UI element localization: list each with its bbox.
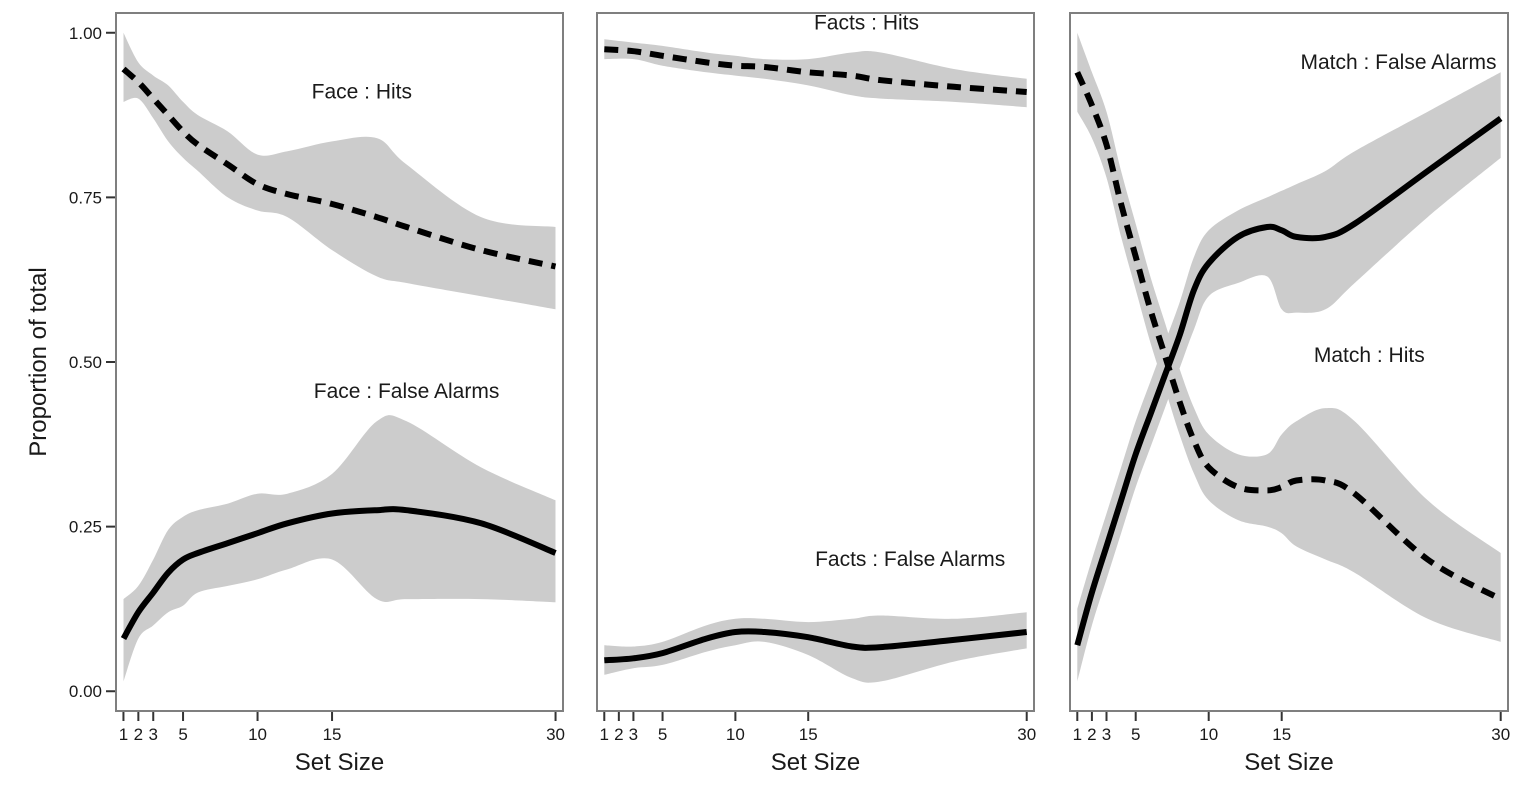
x-tick-label: 10 <box>726 725 745 744</box>
x-axis-title: Set Size <box>771 749 860 776</box>
x-tick-label: 5 <box>1131 725 1140 744</box>
x-tick-label: 1 <box>600 725 609 744</box>
x-tick-label: 2 <box>134 725 143 744</box>
x-tick-label: 10 <box>248 725 267 744</box>
x-tick-label: 1 <box>1073 725 1082 744</box>
x-tick-label: 2 <box>614 725 623 744</box>
panel-border <box>115 12 564 712</box>
x-tick-label: 3 <box>149 725 158 744</box>
x-tick-label: 3 <box>1102 725 1111 744</box>
x-tick-label: 2 <box>1087 725 1096 744</box>
confidence-band <box>123 32 556 310</box>
x-tick-label: 3 <box>629 725 638 744</box>
x-axis-title: Set Size <box>1244 749 1333 776</box>
panel-border <box>596 12 1035 712</box>
x-tick-label: 15 <box>799 725 818 744</box>
x-tick-label: 5 <box>658 725 667 744</box>
series-line-dashed <box>121 66 557 270</box>
y-tick-label: 0.50 <box>69 353 102 372</box>
series-label: Match : Hits <box>1314 344 1425 367</box>
confidence-band <box>1077 72 1501 682</box>
series-label: Match : False Alarms <box>1300 51 1496 74</box>
panel-left: Face : Hits Face : False Alarms 1 2 3 5 10 15 30… <box>25 12 565 776</box>
series-line-solid <box>1074 115 1503 646</box>
confidence-band <box>604 612 1027 683</box>
x-tick-label: 10 <box>1199 725 1218 744</box>
panel-border <box>1069 12 1509 712</box>
x-tick-label: 5 <box>178 725 187 744</box>
series-label: Face : Hits <box>312 81 412 104</box>
x-tick-label: 30 <box>1491 725 1510 744</box>
series-line-dashed <box>1074 71 1503 602</box>
series-label: Facts : False Alarms <box>815 548 1005 571</box>
y-tick-label: 0.00 <box>69 682 102 701</box>
series-line-dashed <box>604 46 1027 95</box>
panel-middle: Facts : Hits Facts : False Alarms 1 2 3 5 10 15… <box>596 11 1036 776</box>
panel-right: Match : False Alarms Match : Hits 1 2 3 5 10 15… <box>1069 12 1510 776</box>
y-tick-label: 0.75 <box>69 188 102 207</box>
x-tick-label: 15 <box>1272 725 1291 744</box>
y-tick-label: 1.00 <box>69 24 102 43</box>
confidence-band <box>123 415 556 682</box>
x-tick-label: 1 <box>119 725 128 744</box>
x-tick-label: 15 <box>323 725 342 744</box>
y-tick-label: 0.25 <box>69 518 102 537</box>
x-axis-title: Set Size <box>295 749 384 776</box>
x-tick-label: 30 <box>1017 725 1036 744</box>
confidence-band <box>1077 32 1501 642</box>
series-line-solid <box>120 506 557 641</box>
series-line-solid <box>604 628 1028 664</box>
x-tick-label: 30 <box>546 725 565 744</box>
series-label: Face : False Alarms <box>314 380 500 403</box>
series-label: Facts : Hits <box>814 11 919 34</box>
y-axis-title: Proportion of total <box>25 267 52 456</box>
